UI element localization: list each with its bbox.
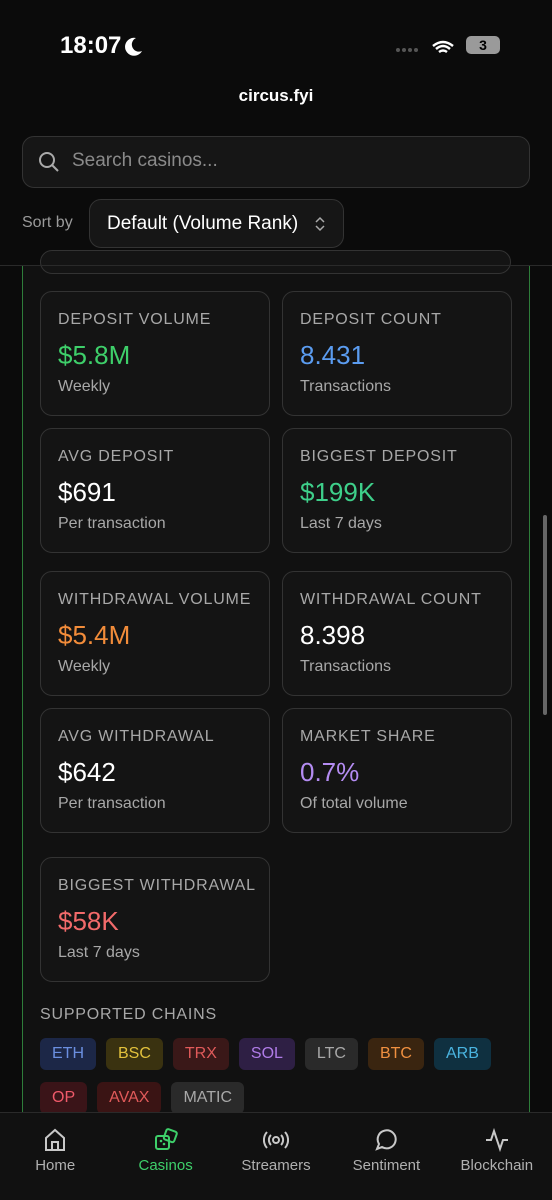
tab-icon [45, 1128, 66, 1151]
sort-label: Sort by [22, 214, 73, 231]
battery: 3 [466, 36, 500, 54]
chain-chip: LTC [304, 1038, 358, 1070]
chain-chip: BSC [106, 1038, 163, 1070]
chain-chip: TRX [172, 1038, 229, 1070]
stat-value: $691 [58, 477, 116, 507]
tab[interactable]: Home [0, 1113, 110, 1200]
tab[interactable]: Sentiment [331, 1113, 441, 1200]
tab-icon [485, 1127, 508, 1153]
stat-value: $5.4M [58, 620, 131, 650]
stat-label: MARKET SHARE [300, 728, 436, 745]
stat-card: AVG WITHDRAWAL $642 Per transaction [40, 708, 270, 833]
tab-label: Streamers [241, 1157, 311, 1174]
chain-chip: AVAX [97, 1082, 162, 1114]
divider [0, 265, 552, 266]
stat-sub: Per transaction [58, 795, 166, 812]
stat-sub: Weekly [58, 658, 111, 675]
stat-card: MARKET SHARE 0.7% Of total volume [282, 708, 512, 833]
tab-icon [263, 1131, 290, 1149]
sort-value: Default (Volume Rank) [107, 213, 299, 234]
select-arrows [315, 216, 325, 232]
chains-title: SUPPORTED CHAINS [40, 1006, 217, 1023]
stat-label: BIGGEST WITHDRAWAL [58, 877, 256, 894]
stat-sub: Transactions [300, 658, 391, 675]
stat-label: BIGGEST DEPOSIT [300, 448, 458, 465]
search-placeholder: Search casinos... [72, 150, 218, 171]
stat-label: WITHDRAWAL VOLUME [58, 591, 252, 608]
stat-sub: Transactions [300, 378, 391, 395]
stat-card: BIGGEST DEPOSIT $199K Last 7 days [282, 428, 512, 553]
chain-list: ETH BSC TRX SOL LTC BTC ARB OP AVAX MATIC [40, 1038, 500, 1114]
tab-icon [154, 1128, 178, 1150]
stat-card: WITHDRAWAL VOLUME $5.4M Weekly [40, 571, 270, 696]
stat-sub: Last 7 days [300, 515, 382, 532]
stat-label: WITHDRAWAL COUNT [300, 591, 482, 608]
status-time: 18:07 [60, 32, 122, 59]
stat-value: 8.431 [300, 340, 366, 370]
sort-select[interactable] [89, 199, 344, 248]
tab-label: Sentiment [352, 1157, 421, 1174]
stat-sub: Per transaction [58, 515, 166, 532]
scrollbar [543, 515, 547, 715]
tab-label: Home [35, 1157, 76, 1174]
stat-value: 8.398 [300, 620, 366, 650]
stat-value: $642 [58, 757, 116, 787]
stat-value: $58K [58, 906, 119, 936]
search-icon [39, 152, 59, 172]
chain-chip: ETH [40, 1038, 96, 1070]
chain-chip: BTC [367, 1038, 424, 1070]
search-box[interactable] [22, 136, 530, 188]
tab-label: Casinos [138, 1157, 193, 1174]
stat-label: AVG DEPOSIT [58, 448, 175, 465]
moon-icon [125, 37, 142, 56]
stat-card: DEPOSIT COUNT 8.431 Transactions [282, 291, 512, 416]
chain-chip: ARB [433, 1038, 491, 1070]
tab-icon [375, 1129, 398, 1151]
stat-sub: Weekly [58, 378, 111, 395]
chain-chip: MATIC [171, 1082, 245, 1114]
stat-card: AVG DEPOSIT $691 Per transaction [40, 428, 270, 553]
tab[interactable]: Blockchain [442, 1113, 552, 1200]
stat-label: AVG WITHDRAWAL [58, 728, 215, 745]
card-edge [40, 250, 511, 274]
stat-value: $5.8M [58, 340, 131, 370]
signal-wifi [396, 40, 454, 54]
stat-card: WITHDRAWAL COUNT 8.398 Transactions [282, 571, 512, 696]
stat-value: $199K [300, 477, 376, 507]
chain-chip: SOL [238, 1038, 295, 1070]
url[interactable]: circus.fyi [238, 86, 314, 105]
chain-chip: OP [40, 1082, 88, 1114]
stat-label: DEPOSIT COUNT [300, 311, 442, 328]
tab-label: Blockchain [460, 1157, 534, 1174]
stat-label: DEPOSIT VOLUME [58, 311, 212, 328]
tab[interactable]: Casinos [110, 1113, 220, 1200]
stat-card: DEPOSIT VOLUME $5.8M Weekly [40, 291, 270, 416]
stat-card: BIGGEST WITHDRAWAL $58K Last 7 days [40, 857, 270, 982]
tab[interactable]: Streamers [221, 1113, 331, 1200]
tab-bar: Home Casinos Streamers Sentiment Blockchain [0, 1112, 552, 1200]
stat-sub: Last 7 days [58, 944, 140, 961]
stat-sub: Of total volume [300, 795, 408, 812]
stat-value: 0.7% [300, 757, 360, 787]
